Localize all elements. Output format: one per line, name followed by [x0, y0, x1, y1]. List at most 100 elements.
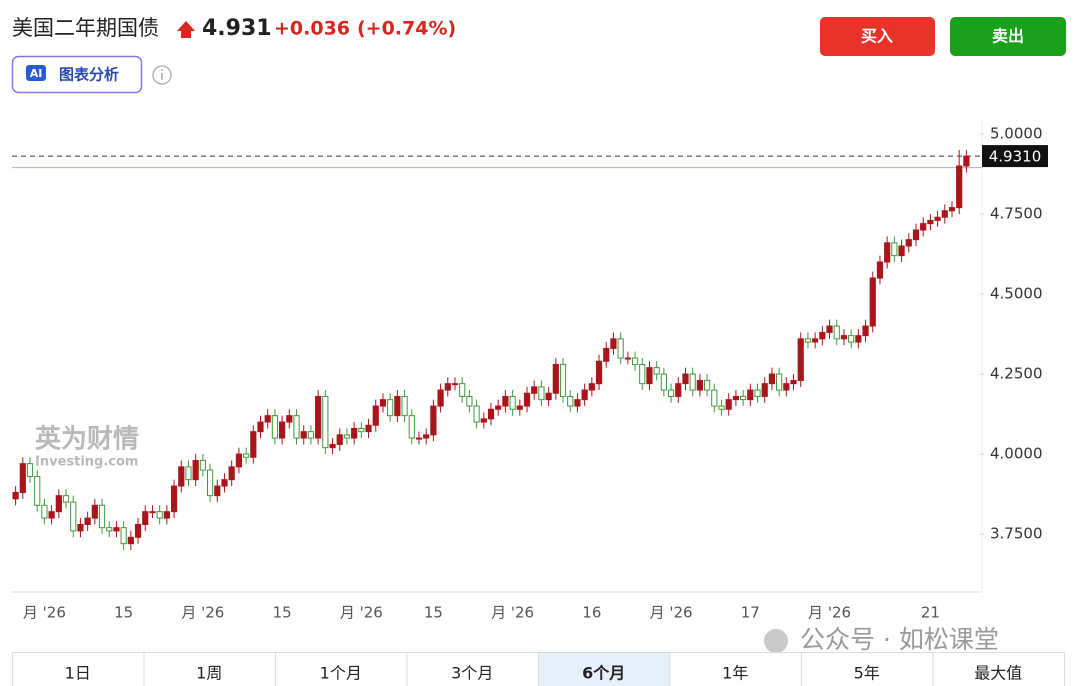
ai-badge-box[interactable] — [11, 55, 143, 94]
tab-label[interactable]: 6个月 — [582, 664, 625, 683]
candle-body — [206, 469, 214, 497]
ai-badge[interactable]: AI 图表分析 — [11, 55, 143, 94]
candle-body — [480, 418, 487, 423]
ai-icon-text: AI — [30, 67, 43, 80]
candle-body — [790, 379, 797, 385]
candle-body — [12, 491, 19, 500]
candle-body — [156, 511, 163, 519]
tab-label[interactable]: 最大值 — [974, 664, 1022, 683]
candle-body — [768, 373, 776, 385]
buy-label[interactable]: 买入 — [861, 27, 893, 46]
candle-body — [588, 383, 595, 391]
candle-body — [660, 373, 667, 391]
buy-button[interactable]: 买入 — [820, 17, 935, 56]
candle-body — [538, 386, 545, 401]
tab[interactable] — [538, 652, 671, 686]
candle-body — [552, 363, 559, 394]
x-tick-label: 月 '26 — [650, 604, 693, 622]
candle-body — [235, 453, 242, 468]
candle-body — [646, 367, 653, 385]
candle-body — [120, 527, 127, 545]
candle-body — [387, 399, 394, 417]
candle-body — [149, 511, 156, 514]
x-tick-label: 月 '26 — [808, 604, 851, 622]
x-tick-label: 15 — [424, 604, 443, 622]
price: 4.931 — [202, 16, 272, 41]
candle-body — [113, 527, 120, 532]
candle-body — [502, 395, 509, 407]
candle-body — [293, 415, 300, 439]
candle-body — [77, 523, 84, 532]
candle-body — [920, 223, 927, 231]
candle-body — [848, 335, 855, 343]
candle-body — [826, 325, 833, 333]
x-tick-label: 月 '26 — [23, 604, 66, 622]
info-circle[interactable] — [152, 65, 172, 85]
x-tick-label: 月 '26 — [491, 604, 534, 622]
candle-body — [459, 383, 466, 397]
candle-body — [703, 379, 711, 391]
tabs: 1日 1周 1个月 3个月 6个月 1年 5年 最大值 — [12, 652, 1065, 686]
watermark-site: Investing.com — [35, 455, 138, 470]
candle-body — [271, 415, 279, 439]
tab[interactable] — [406, 652, 539, 686]
candle-body — [862, 325, 869, 337]
candle-body — [617, 338, 624, 359]
candle-body — [559, 363, 567, 397]
tab[interactable] — [275, 652, 408, 686]
candle-body — [163, 511, 170, 519]
sell-label[interactable]: 卖出 — [992, 27, 1024, 46]
candle-body — [804, 338, 812, 343]
last-price-label: 4.9310 — [989, 148, 1042, 166]
sell-button[interactable]: 卖出 — [950, 17, 1066, 56]
candle-body — [444, 383, 451, 391]
candle-body — [711, 389, 718, 407]
info-icon[interactable] — [152, 65, 172, 85]
candle-body — [927, 219, 934, 225]
candle-body — [372, 405, 379, 426]
candle-body — [523, 392, 531, 407]
y-tick-label: 5.0000 — [990, 125, 1043, 143]
candle-body — [401, 395, 408, 417]
candle-body — [595, 360, 603, 385]
tab[interactable] — [932, 652, 1065, 686]
buy-bg[interactable] — [820, 17, 935, 56]
y-tick-label: 4.5000 — [990, 285, 1043, 303]
ai-label[interactable]: 图表分析 — [59, 66, 119, 84]
candle-body — [106, 527, 113, 532]
tab-label[interactable]: 1年 — [722, 664, 748, 683]
x-tick-label: 16 — [582, 604, 601, 622]
candle-body — [221, 479, 228, 487]
candle-body — [581, 389, 588, 401]
candle-body — [84, 517, 91, 525]
y-tick-label: 3.7500 — [990, 525, 1043, 543]
sell-bg[interactable] — [950, 17, 1066, 56]
candle-body — [487, 408, 495, 420]
candle-body — [62, 495, 70, 503]
tab-label[interactable]: 1周 — [196, 664, 222, 683]
candle-body — [98, 504, 106, 529]
candle-body — [797, 338, 804, 381]
tab-label[interactable]: 3个月 — [451, 664, 493, 683]
candle-body — [624, 357, 631, 360]
candle-body — [473, 405, 480, 423]
candle-body — [495, 405, 502, 410]
candle-body — [379, 399, 387, 407]
candle-body — [941, 210, 948, 218]
tab-label[interactable]: 1日 — [65, 664, 91, 683]
candle-body — [905, 239, 912, 247]
candle-body — [948, 207, 956, 212]
tab-label[interactable]: 5年 — [854, 664, 880, 683]
candle-body — [185, 466, 192, 481]
tab-label[interactable]: 1个月 — [320, 664, 362, 683]
candle-body — [358, 427, 365, 433]
candle-body — [134, 523, 142, 538]
candle-body — [689, 373, 696, 391]
tab[interactable] — [801, 652, 934, 686]
candle-body — [351, 427, 358, 439]
candle-body — [653, 367, 660, 375]
last-price-tag — [982, 145, 1048, 168]
candle-body — [264, 415, 271, 423]
candle-body — [833, 325, 840, 340]
